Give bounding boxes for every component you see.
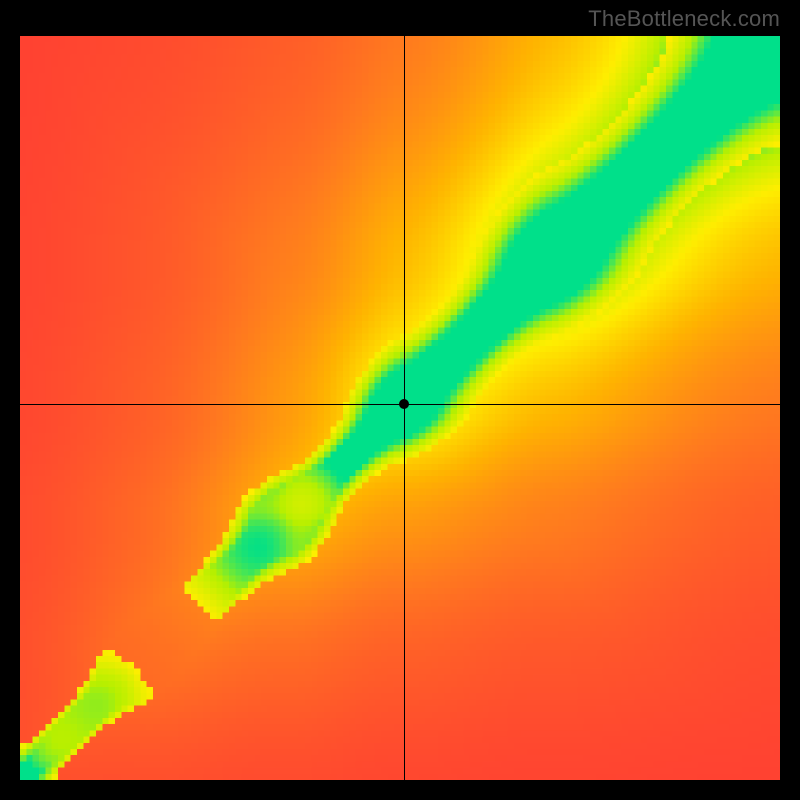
outer-frame: TheBottleneck.com bbox=[0, 0, 800, 800]
watermark-text: TheBottleneck.com bbox=[588, 6, 780, 32]
marker-dot bbox=[399, 399, 409, 409]
plot-area bbox=[20, 36, 780, 780]
